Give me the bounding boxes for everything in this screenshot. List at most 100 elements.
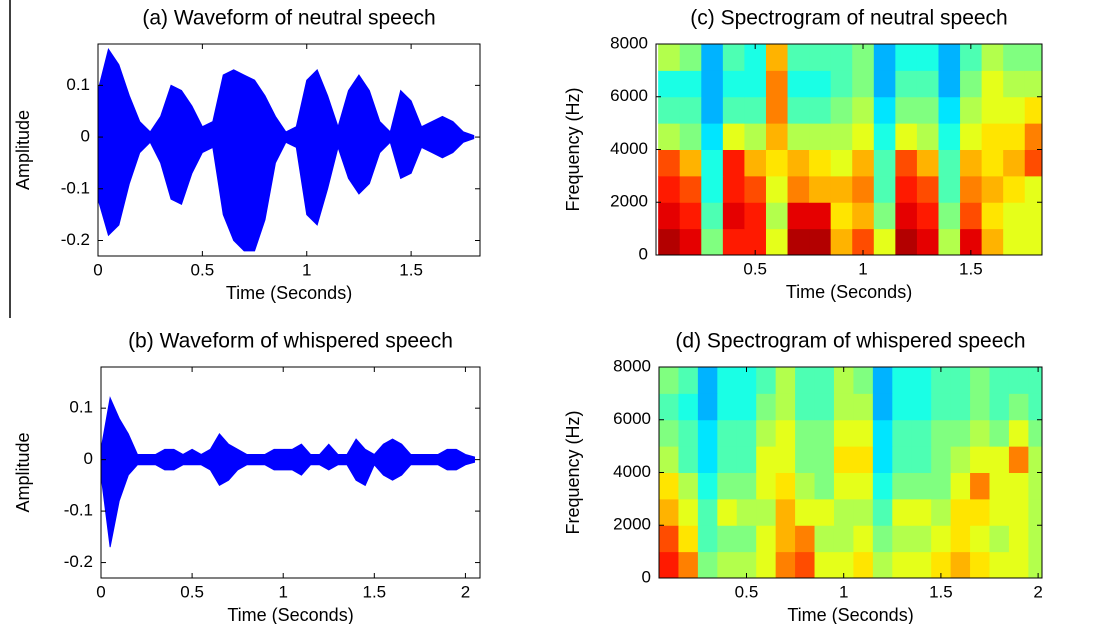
spectrogram-cell xyxy=(1003,44,1026,71)
x-axis-label: Time (Seconds) xyxy=(227,605,353,624)
spectrogram-cell xyxy=(744,149,767,177)
spectrogram-cell xyxy=(658,70,681,98)
spectrogram-cell xyxy=(833,446,854,473)
waveform-envelope xyxy=(98,47,475,138)
spectrogram-cell xyxy=(833,498,854,526)
spectrogram-cell xyxy=(1008,525,1029,553)
spectrogram-cell xyxy=(701,175,724,203)
spectrogram-cell xyxy=(717,446,738,473)
spectrogram-cell xyxy=(717,498,738,526)
spectrogram-cell xyxy=(981,70,1004,98)
spectrogram-cell xyxy=(717,525,738,553)
spectrogram-cell xyxy=(659,525,679,553)
spectrogram-cell xyxy=(701,44,724,71)
spectrogram-cell xyxy=(916,149,939,177)
spectrogram-cell xyxy=(873,202,896,230)
spectrogram-cell xyxy=(722,123,745,150)
spectrogram-cell xyxy=(744,202,767,230)
spectrogram-cell xyxy=(1028,498,1042,526)
spectrogram-cell xyxy=(833,551,854,578)
spectrogram-cell xyxy=(736,472,757,500)
spectrogram-cell xyxy=(659,419,679,447)
spectrogram-cell xyxy=(873,96,896,124)
spectrogram-cell xyxy=(678,472,699,500)
spectrogram-cell xyxy=(659,367,679,394)
spectrogram-cell xyxy=(787,70,810,98)
x-tick-label: 0 xyxy=(93,260,102,279)
spectrogram-cell xyxy=(833,419,854,447)
spectrogram-cell xyxy=(1024,123,1042,150)
spectrogram-cell xyxy=(931,498,952,526)
spectrogram-cell xyxy=(744,175,767,203)
spectrogram-cell xyxy=(775,525,796,553)
spectrogram-cell xyxy=(697,472,718,500)
spectrogram-cell xyxy=(950,551,971,578)
spectrogram-cell xyxy=(960,228,983,255)
y-tick-label: -0.1 xyxy=(61,178,90,197)
spectrogram-cell xyxy=(814,393,835,421)
spectrogram-cell xyxy=(679,175,702,203)
plot-background xyxy=(101,367,480,578)
y-tick-label: 6000 xyxy=(613,409,651,428)
spectrogram-cell xyxy=(736,551,757,578)
spectrogram-cell xyxy=(892,498,913,526)
spectrogram-cell xyxy=(775,551,796,578)
spectrogram-cell xyxy=(722,149,745,177)
y-tick-label: 8000 xyxy=(610,33,648,52)
spectrogram-cell xyxy=(679,202,702,230)
spectrogram-cell xyxy=(795,498,816,526)
spectrogram-cell xyxy=(775,419,796,447)
spectrogram-cell xyxy=(895,202,918,230)
spectrogram-cell xyxy=(756,525,777,553)
x-tick-label: 0.5 xyxy=(743,259,767,278)
spectrogram-cell xyxy=(852,175,875,203)
spectrogram-cell xyxy=(765,96,789,124)
spectrogram-cell xyxy=(981,202,1004,230)
spectrogram-cell xyxy=(931,446,952,473)
x-tick-label: 1 xyxy=(278,582,287,601)
x-axis-label: Time (Seconds) xyxy=(226,283,352,303)
spectrogram-cell xyxy=(931,472,952,500)
spectrogram-cell xyxy=(1008,367,1029,394)
y-axis-label: Frequency (Hz) xyxy=(563,87,583,211)
spectrogram-cell xyxy=(814,446,835,473)
spectrogram-cell xyxy=(830,123,853,150)
spectrogram-cell xyxy=(658,202,681,230)
spectrogram-cell xyxy=(756,419,777,447)
y-tick-label: 0.1 xyxy=(66,75,90,94)
y-axis-label: Amplitude xyxy=(13,432,33,512)
spectrogram-cell xyxy=(1003,96,1026,124)
panel: 0 0.5 1 1.5 -0.2 -0.1 0 0.1 (a) Waveform of neut… xyxy=(13,7,481,303)
spectrogram-cell xyxy=(787,96,810,124)
x-tick-label: 0.5 xyxy=(735,582,759,601)
spectrogram-cell xyxy=(809,149,832,177)
spectrogram-cell xyxy=(722,202,745,230)
panel: 0 0.5 1 1.5 2 -0.2 -0.1 0 0.1 (b) Waveform of whi… xyxy=(13,330,481,624)
spectrogram-cell xyxy=(981,44,1004,71)
spectrogram-cell xyxy=(736,446,757,473)
spectrogram-cell xyxy=(679,149,702,177)
spectrogram-cell xyxy=(981,149,1004,177)
y-tick-label: 0 xyxy=(84,449,93,468)
spectrogram-cell xyxy=(1024,175,1042,203)
spectrogram-cell xyxy=(787,44,810,71)
spectrogram-cell xyxy=(658,175,681,203)
spectrogram-cell xyxy=(765,44,789,71)
spectrogram-cell xyxy=(872,393,893,421)
spectrogram-cell xyxy=(938,96,961,124)
spectrogram-cell xyxy=(736,419,757,447)
spectrogram-cell xyxy=(765,123,789,150)
spectrogram-cell xyxy=(970,525,991,553)
spectrogram-cell xyxy=(659,472,679,500)
spectrogram-cell xyxy=(872,498,893,526)
spectrogram-cell xyxy=(989,367,1010,394)
spectrogram-cell xyxy=(1028,446,1042,473)
spectrogram-cell xyxy=(960,149,983,177)
spectrogram-cell xyxy=(830,70,853,98)
spectrogram-cell xyxy=(931,419,952,447)
spectrogram-cell xyxy=(853,551,874,578)
x-tick-label: 1.5 xyxy=(362,582,386,601)
spectrogram-cell xyxy=(931,367,952,394)
spectrogram-cell xyxy=(938,202,961,230)
